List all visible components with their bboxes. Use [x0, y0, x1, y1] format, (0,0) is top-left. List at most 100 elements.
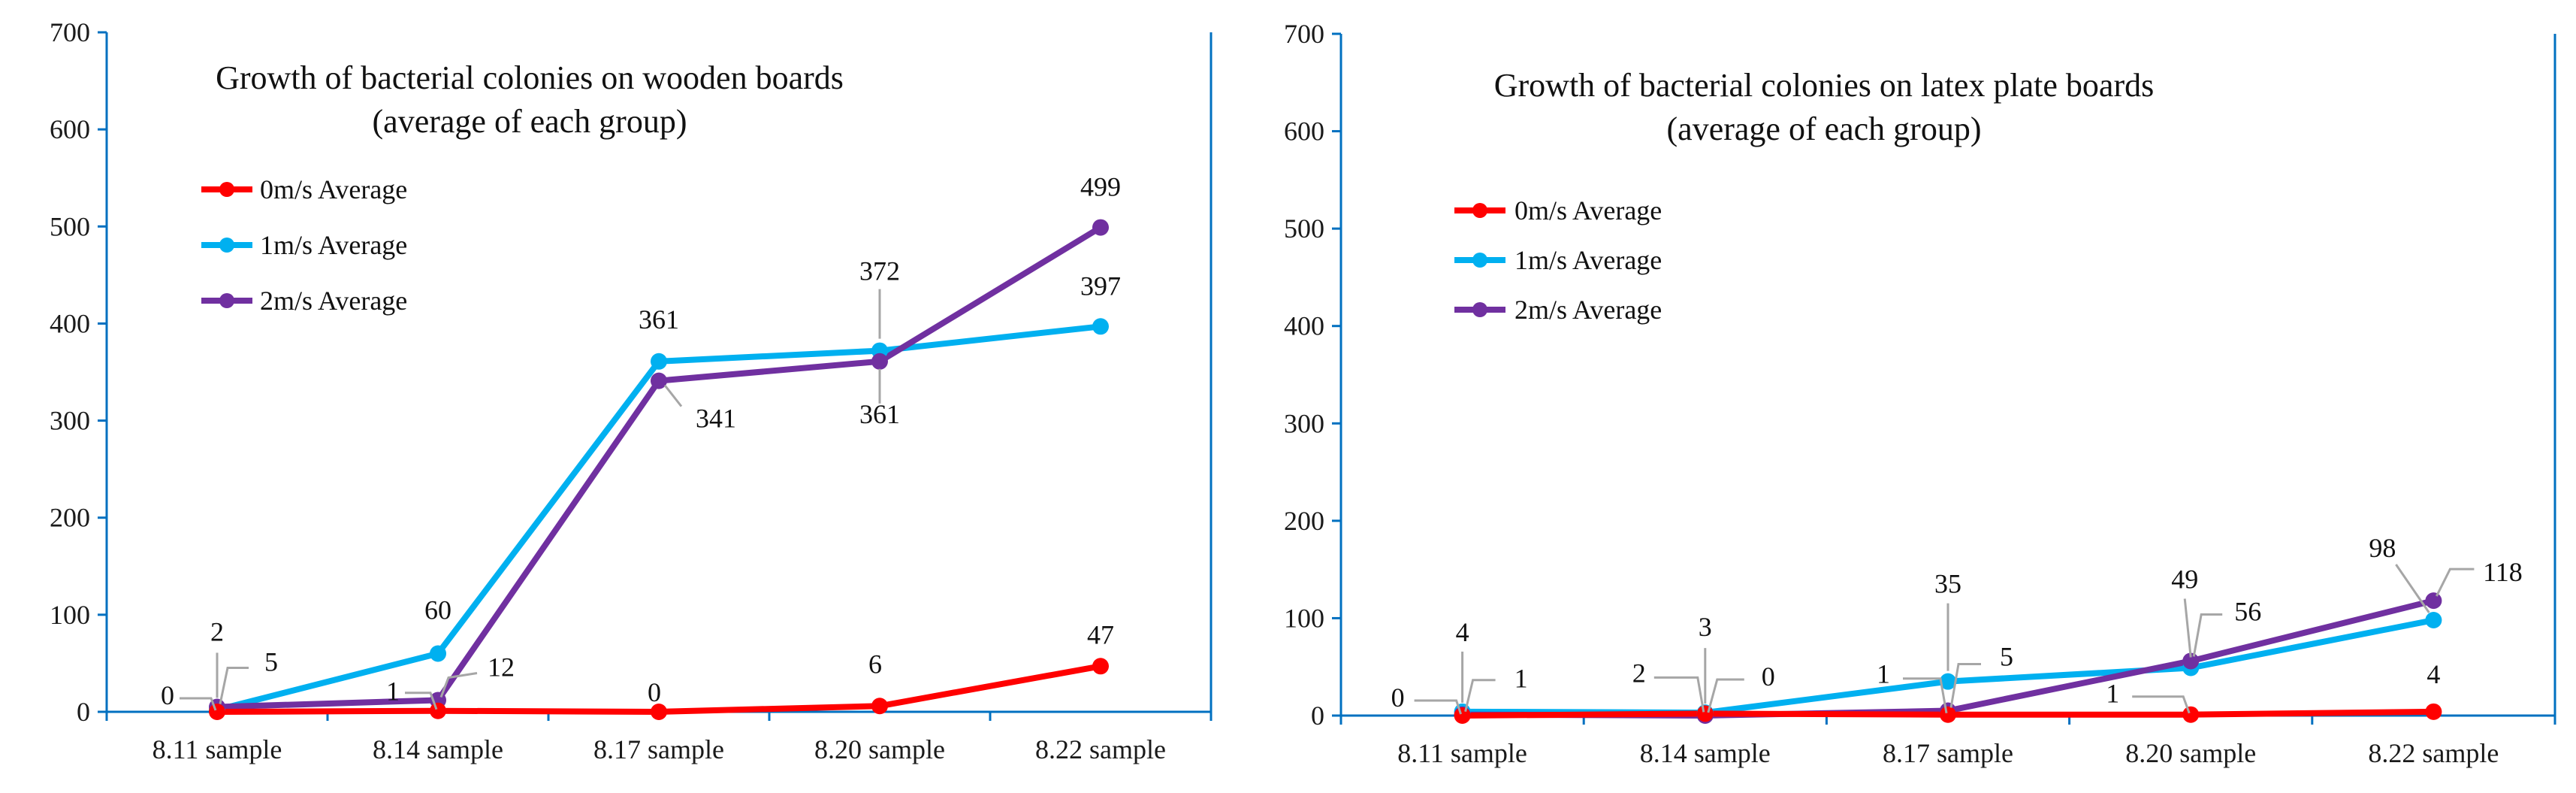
- chart-2: 0 100 200 300 4 0 0 500 600 700 8.11 sample 8.14 sa…: [1284, 19, 2556, 768]
- data-label: 361: [859, 399, 900, 429]
- data-point: [1696, 705, 1714, 722]
- data-label: 499: [1080, 172, 1121, 202]
- y-tick-label: 300: [1284, 408, 1324, 438]
- label-leader-line: [1414, 699, 1463, 715]
- y-tick-label: 300: [50, 406, 90, 436]
- chart-title-line: Growth of bacterial colonies on latex pl…: [1494, 67, 2154, 104]
- legend-marker: [219, 238, 234, 253]
- y-tick-label: 700: [1284, 19, 1324, 49]
- data-label: 397: [1080, 271, 1121, 301]
- y-tick-label: 0: [77, 697, 90, 727]
- legend-label: 2m/s Average: [1514, 295, 1662, 325]
- data-point: [1940, 673, 1956, 690]
- legend-marker: [219, 293, 234, 308]
- legend-marker: [1472, 253, 1487, 268]
- label-leader-line: [1653, 676, 1705, 713]
- data-point: [2425, 703, 2442, 720]
- data-point: [2182, 652, 2200, 670]
- x-tick-label: 8.20 sample: [814, 734, 945, 764]
- label-leader-line: [2395, 564, 2430, 613]
- data-label: 4: [2427, 659, 2440, 689]
- data-label: 0: [648, 677, 661, 707]
- legend-marker: [1472, 302, 1487, 317]
- data-label: 56: [2234, 596, 2261, 626]
- x-tick-label: 8.11 sample: [153, 734, 282, 764]
- legend-label: 2m/s Average: [260, 286, 407, 316]
- data-point: [871, 698, 888, 715]
- y-tick-label: 100: [1284, 603, 1324, 633]
- data-label: 361: [639, 304, 679, 334]
- data-label: 1: [1514, 664, 1528, 694]
- label-leader-line: [2183, 598, 2192, 658]
- label-leader-line: [663, 384, 683, 407]
- legend-label: 0m/s Average: [1514, 195, 1662, 225]
- data-label: 6: [868, 649, 882, 679]
- data-label: 60: [424, 595, 451, 625]
- data-point: [209, 704, 225, 720]
- data-label: 4: [1456, 617, 1469, 647]
- data-label: 372: [859, 256, 900, 286]
- legend-label: 0m/s Average: [260, 174, 407, 204]
- y-tick-label: 200: [50, 503, 90, 533]
- data-point: [2425, 592, 2442, 610]
- x-tick-label: 8.11 sample: [1397, 738, 1527, 768]
- data-label: 0: [1391, 683, 1405, 713]
- x-tick-label: 8.20 sample: [2125, 738, 2256, 768]
- y-tick-label: 400: [50, 308, 90, 338]
- chart-title-line: (average of each group): [373, 103, 687, 140]
- data-point: [1092, 219, 1109, 236]
- data-point: [1454, 707, 1471, 724]
- data-point: [2182, 706, 2200, 723]
- label-leader-line: [180, 697, 217, 711]
- label-leader-line: [1464, 679, 1496, 713]
- x-tick-label: 8.14 sample: [373, 734, 503, 764]
- data-point: [651, 372, 667, 389]
- data-label: 49: [2171, 564, 2198, 595]
- data-point: [430, 645, 446, 662]
- label-leader-line: [439, 672, 478, 698]
- data-point: [1940, 706, 1956, 723]
- data-label: 341: [696, 404, 736, 434]
- data-label: 5: [264, 647, 278, 677]
- y-tick-label: 200: [1284, 506, 1324, 536]
- y-tick-label: 500: [1284, 213, 1324, 244]
- data-point: [651, 353, 667, 370]
- data-label: 12: [488, 652, 515, 683]
- y-tick-label: 500: [50, 211, 90, 241]
- data-label: 2: [1632, 658, 1646, 688]
- label-leader-line: [1903, 677, 1948, 713]
- x-tick-label: 8.22 sample: [1035, 734, 1166, 764]
- chart-title-line: (average of each group): [1667, 110, 1982, 147]
- x-tick-label: 8.22 sample: [2368, 738, 2499, 768]
- data-label: 3: [1699, 612, 1712, 642]
- y-tick-label: 600: [50, 114, 90, 144]
- data-label: 1: [386, 676, 400, 707]
- x-tick-label: 8.14 sample: [1640, 738, 1771, 768]
- data-point: [430, 702, 446, 719]
- y-tick-label: 0: [1311, 701, 1324, 731]
- data-label: 0: [1762, 661, 1775, 692]
- x-tick-label: 8.17 sample: [593, 734, 724, 764]
- data-label: 98: [2369, 533, 2396, 563]
- data-label: 35: [1934, 569, 1961, 599]
- chart-title-line: Growth of bacterial colonies on wooden b…: [216, 59, 844, 96]
- data-label: 2: [210, 616, 224, 646]
- y-tick-label: 700: [50, 17, 90, 47]
- legend-label: 1m/s Average: [1514, 245, 1662, 275]
- label-leader-line: [219, 667, 249, 704]
- data-point: [1092, 658, 1109, 675]
- label-leader-line: [2192, 613, 2223, 657]
- label-leader-line: [1949, 663, 1981, 708]
- data-label: 5: [2000, 642, 2013, 672]
- data-label: 47: [1087, 619, 1114, 649]
- legend-marker: [219, 182, 234, 197]
- legend-marker: [1472, 203, 1487, 218]
- data-label: 118: [2483, 557, 2523, 587]
- label-leader-line: [405, 692, 438, 710]
- y-tick-label: 600: [1284, 117, 1324, 147]
- x-tick-label: 8.17 sample: [1883, 738, 2013, 768]
- legend-label: 1m/s Average: [260, 230, 407, 260]
- y-tick-label: 100: [50, 600, 90, 630]
